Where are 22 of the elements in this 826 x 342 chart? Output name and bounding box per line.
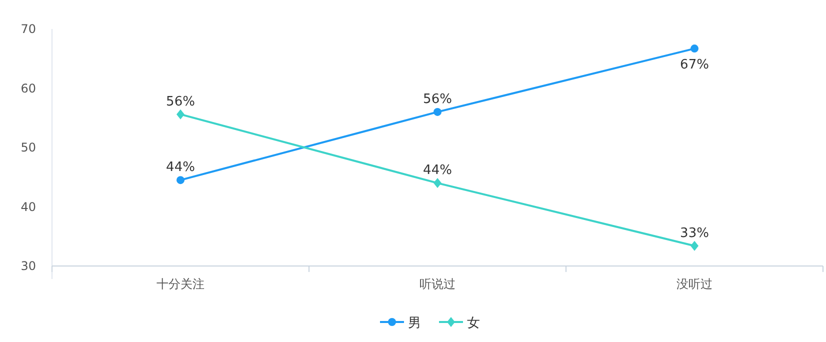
data-label: 56% (423, 92, 452, 107)
y-tick-label: 40 (20, 200, 36, 214)
point (690, 44, 698, 53)
point (434, 108, 442, 116)
data-label: 33% (680, 226, 709, 241)
data-label: 67% (680, 58, 709, 73)
point (434, 178, 442, 188)
data-label: 44% (166, 160, 195, 176)
y-tick-label: 70 (20, 22, 36, 36)
y-tick-label: 60 (20, 81, 36, 96)
data-label: 56% (166, 94, 195, 110)
point (176, 176, 184, 184)
x-tick-label: 听说过 (420, 277, 456, 291)
x-tick-label: 十分关注 (156, 277, 204, 291)
legend-label: 女 (467, 316, 480, 331)
y-tick-label: 50 (20, 140, 36, 154)
point (690, 240, 698, 251)
data-label: 44% (423, 163, 452, 178)
x-tick-label: 没听过 (676, 277, 712, 291)
point (176, 109, 184, 120)
y-tick-label: 30 (20, 259, 36, 273)
legend-label: 男 (408, 316, 421, 331)
